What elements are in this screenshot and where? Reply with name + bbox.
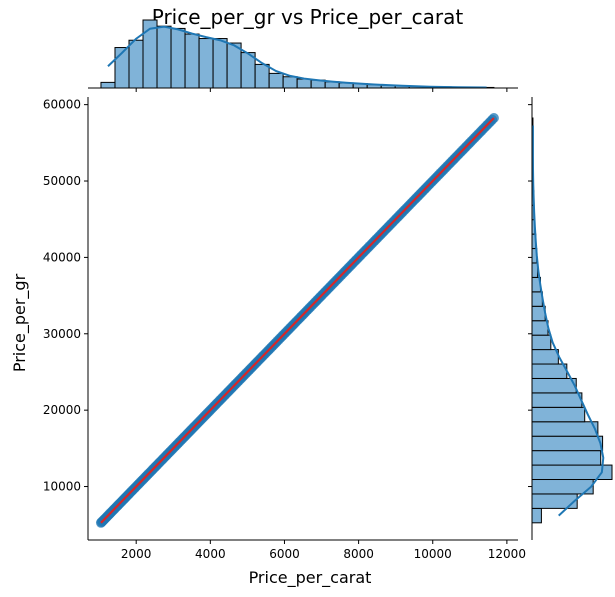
x-kde-curve: [107, 25, 487, 89]
y-tick-label: 30000: [43, 327, 81, 341]
scatter-plot-area: 2000 4000 6000 8000 10000 12000 10000 20000 3000…: [43, 97, 526, 561]
y-tick-label: 60000: [43, 98, 81, 112]
x-hist-bar: [212, 38, 228, 89]
y-kde-curve: [531, 125, 605, 517]
y-tick-label: 10000: [43, 480, 81, 494]
x-hist-bar: [226, 42, 242, 89]
x-hist-bar: [170, 27, 186, 89]
y-hist-bar: [531, 507, 542, 524]
y-hist-bar: [531, 377, 577, 394]
y-hist-bar: [531, 435, 604, 452]
x-hist-bar: [128, 39, 144, 89]
x-hist-bar: [156, 25, 172, 89]
x-hist-bar: [254, 63, 270, 89]
y-tick-label: 20000: [43, 403, 81, 417]
y-hist-bar: [531, 421, 599, 437]
x-tick-label: 10000: [414, 547, 452, 561]
regression-line: [100, 117, 495, 524]
x-hist-bar: [296, 78, 312, 89]
x-axis-label: Price_per_carat: [249, 568, 372, 588]
regression-line-group: [100, 117, 495, 524]
x-tick-label: 2000: [121, 547, 152, 561]
x-hist-bar: [100, 81, 116, 89]
y-hist-bar: [531, 363, 568, 379]
y-hist-bar: [531, 320, 549, 336]
x-tick-label: 4000: [195, 547, 226, 561]
y-hist-bar: [531, 334, 552, 351]
y-axis-label: Price_per_gr: [10, 273, 30, 372]
x-tick-label: 8000: [343, 547, 374, 561]
y-hist-bar: [531, 349, 559, 365]
x-marginal-histogram: [88, 19, 518, 92]
x-hist-bar: [282, 76, 298, 89]
x-tick-label: 12000: [488, 547, 526, 561]
y-hist-bar: [531, 464, 613, 481]
x-hist-bar: [198, 38, 214, 89]
y-hist-bar: [531, 406, 586, 423]
main-axes: 2000 4000 6000 8000 10000 12000 10000 20000 3000…: [43, 97, 526, 561]
y-tick-label: 40000: [43, 250, 81, 264]
y-hist-bar: [531, 450, 602, 466]
x-hist-bar: [184, 33, 200, 89]
chart-title: Price_per_gr vs Price_per_carat: [151, 5, 464, 29]
y-marginal-histogram: [528, 97, 613, 540]
y-hist-bar: [531, 291, 543, 307]
x-hist-bar: [142, 19, 158, 89]
x-tick-label: 6000: [269, 547, 300, 561]
y-hist-bar: [531, 305, 546, 322]
x-hist-bar: [268, 72, 284, 89]
y-hist-bar: [531, 493, 578, 509]
y-tick-label: 50000: [43, 174, 81, 188]
y-hist-bar: [531, 392, 583, 408]
